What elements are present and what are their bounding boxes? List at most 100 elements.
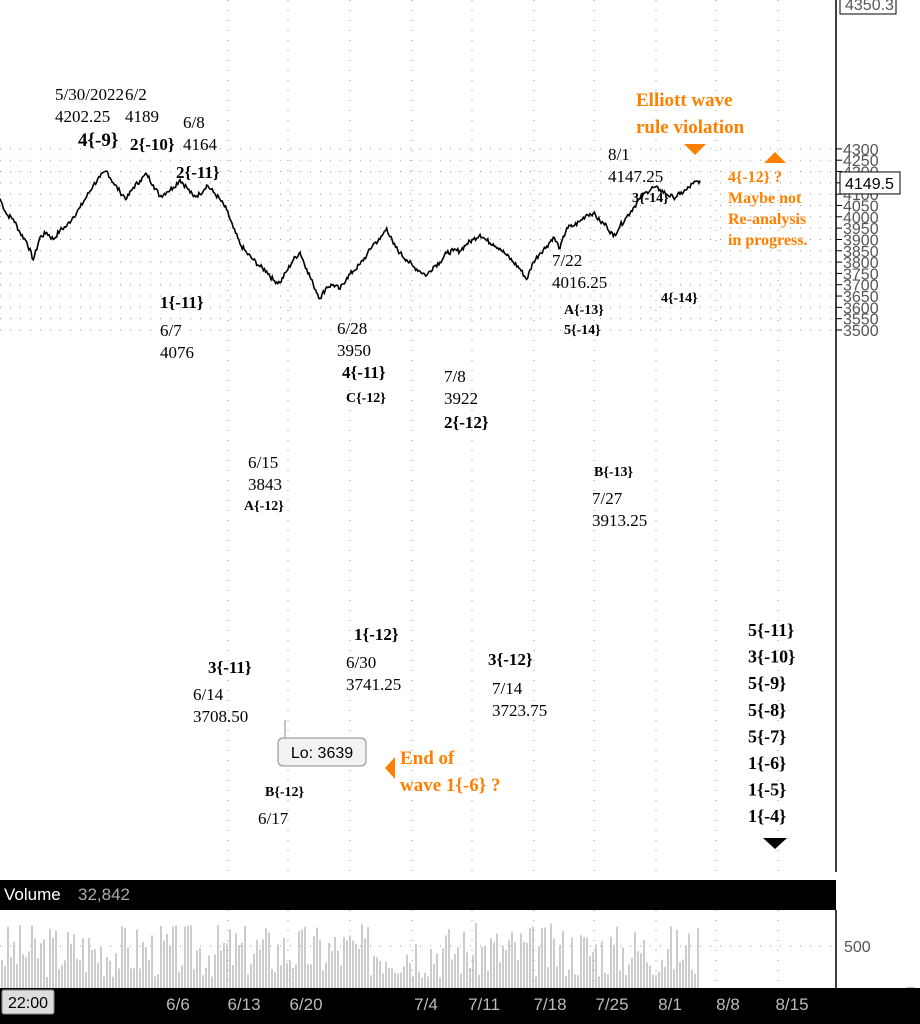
annotation-line: 2{-12} [444,413,489,432]
annotation-line: 4{-11} [342,363,386,382]
annotation-text: 1{-11} [160,293,204,312]
x-tick-label: 8/1 [658,995,682,1014]
annotation-text: 2{-10} [130,135,175,154]
annotation-line: C{-12} [346,391,386,406]
x-tick-label: 6/13 [227,995,260,1014]
annotation-line: 3708.50 [193,707,248,726]
wave-annotations: 5/30/2022 4202.25 4{-9} 6/2 4189 2{-10} 6/8 416… [55,85,807,849]
annotation-line: 4076 [160,343,194,362]
x-axis-band [0,988,920,1024]
annotation-text: 4{-11} [342,363,386,382]
annotation-line: 7/22 [552,251,582,270]
annotation-text: 6/17 [258,809,289,828]
y-tick-label: 3550 [843,312,879,329]
x-tick-label: 7/4 [414,995,438,1014]
y-tick-label: 3800 [843,255,879,272]
annotation-line: 5{-7} [748,726,786,746]
annotation-line: 1{-5} [748,780,786,800]
y-tick-label: 4050 [843,198,879,215]
volume-bars: 500<thou [0,910,917,1022]
annotation-line: 6/17 [258,809,289,828]
annotation-text: 7/14 3723.75 [492,679,547,720]
annotation-line: 3741.25 [346,675,401,694]
violation-arrow-down [684,144,706,155]
annotation-line: 4{-12} ? [728,169,782,186]
annotation-text: 3{-14} [632,191,669,206]
annotation-text: 4{-9} [78,130,118,151]
annotation-line: Elliott wave [636,90,733,111]
y-tick-label: 4250 [843,153,879,170]
volume-axis-label: 500 [844,939,871,956]
y-tick-label: 3700 [843,278,879,295]
y-tick-label: 4000 [843,210,879,227]
x-tick-label: 7/18 [533,995,566,1014]
annotation-line: 3{-12} [488,650,533,669]
low-callout-label: Lo: 3639 [291,745,353,762]
x-tick-label: 7/11 [468,995,500,1014]
annotation-line: 6/2 [125,85,147,104]
annotation-line: 1{-6} [748,753,786,773]
annotation-text: B{-12} [265,785,305,800]
annotation-line: Maybe not [728,190,802,207]
annotation-line: 3{-14} [632,191,669,206]
annotation-line: Re-analysis [728,211,806,228]
annotation-line: 7/8 [444,367,466,386]
annotation-line: 6/28 [337,319,367,338]
annotation-line: 3{-10} [748,647,795,667]
annotation-line: 8/1 [608,145,630,164]
annotation-line: 7/27 [592,489,623,508]
annotation-line: 3950 [337,341,371,360]
date-axis: 22:00 6/6 6/13 6/20 7/4 7/11 7/18 7/25 8/1 8/8 8/1… [0,988,920,1024]
annotation-text: B{-13} [594,465,634,480]
annotation-text: 5/30/2022 4202.25 [55,85,124,126]
annotation-text: 6/8 4164 [183,113,218,154]
annotation-line: rule violation [636,117,745,138]
violation-arrow-up [764,152,786,163]
y-tick-label: 3500 [843,323,879,340]
annotation-line: 6/14 [193,685,224,704]
low-callout-box [277,737,367,767]
annotation-text: End of wave 1{-6} ? [400,748,500,796]
annotation-line: B{-12} [265,785,305,800]
annotation-line: 2{-11} [176,163,220,182]
last-price-box [839,171,901,195]
annotation-line: 4189 [125,107,159,126]
annotation-line: B{-13} [594,465,634,480]
time-label: 22:00 [8,995,48,1012]
price-axis: 3500355036003650370037503800385039003950… [836,0,901,340]
price-series-line [0,170,701,300]
x-tick-label: 8/15 [775,995,808,1014]
y-tick-label: 3950 [843,221,879,238]
annotation-line: 6/30 [346,653,376,672]
y-tick-label: 3750 [843,266,879,283]
annotation-line: 3913.25 [592,511,647,530]
annotation-text: 6/7 4076 [160,321,194,362]
annotation-line: A{-13} [564,303,604,318]
annotation-line: 1{-11} [160,293,204,312]
annotation-line: 4202.25 [55,107,110,126]
annotation-text: 7/27 3913.25 [592,489,647,530]
annotation-line: 5{-8} [748,700,786,720]
annotation-text: 5{-14} [564,323,601,338]
annotation-line: 4147.25 [608,167,663,186]
annotation-line: 4164 [183,135,218,154]
annotation-line: A{-12} [244,499,284,514]
y-tick-label: 3650 [843,289,879,306]
last-price-label: 4149.5 [845,176,894,193]
annotation-text: A{-12} [244,499,284,514]
annotation-text: 2{-12} [444,413,489,432]
low-price-callout: Lo: 3639 [277,720,367,767]
annotation-line: 4016.25 [552,273,607,292]
annotation-line: 3922 [444,389,478,408]
annotation-text: 6/30 3741.25 [346,653,401,694]
top-price-box [839,0,897,15]
annotation-line: 3843 [248,475,282,494]
annotation-line: 7/14 [492,679,523,698]
annotation-line: 1{-4} [748,806,786,826]
y-tick-label: 3600 [843,300,879,317]
x-tick-label: 6/20 [289,995,322,1014]
annotation-line: 4{-9} [78,130,118,151]
annotation-line: 6/8 [183,113,205,132]
annotation-text: 7/22 4016.25 [552,251,607,292]
